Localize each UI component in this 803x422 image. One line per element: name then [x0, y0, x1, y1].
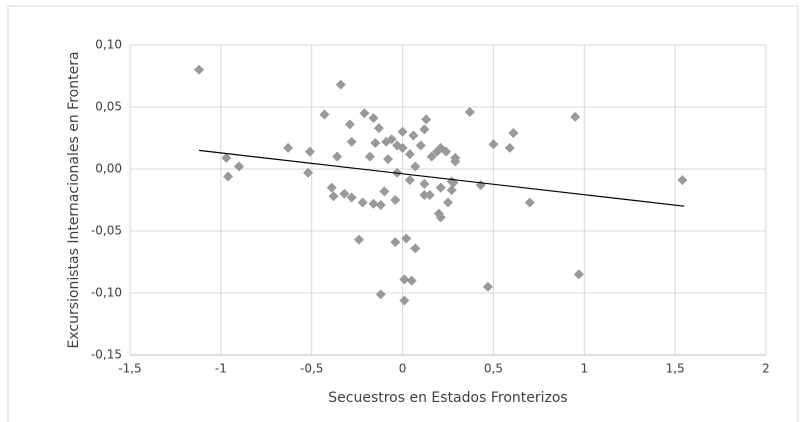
point [419, 124, 430, 135]
point [373, 123, 384, 134]
point [415, 140, 426, 151]
point [404, 175, 415, 186]
point [570, 111, 581, 122]
point [344, 119, 355, 130]
point [450, 156, 461, 167]
point [441, 146, 452, 157]
point [390, 195, 401, 205]
point [426, 151, 437, 162]
point [223, 171, 234, 182]
y-tick-label: -0,15 [91, 348, 122, 362]
y-tick-label: 0,05 [95, 100, 122, 114]
x-tick-label: -1,5 [118, 362, 141, 376]
point [304, 146, 315, 157]
point [335, 79, 346, 90]
point [234, 161, 245, 172]
x-tick-label: 0,5 [484, 362, 503, 376]
point [194, 64, 205, 75]
x-axis-title: Secuestros en Estados Fronterizos [328, 390, 567, 406]
point [482, 281, 493, 292]
point [346, 136, 357, 147]
x-tick-label: 0 [399, 362, 407, 376]
point [435, 182, 446, 193]
point [397, 142, 408, 153]
point [353, 234, 364, 245]
point [399, 295, 410, 306]
x-tick-label: 1,5 [666, 362, 685, 376]
y-tick-label: 0,10 [95, 38, 122, 52]
point [435, 212, 446, 223]
point [328, 191, 339, 202]
point [573, 269, 584, 280]
point [326, 182, 337, 193]
point [401, 233, 412, 244]
point [421, 114, 432, 125]
point [359, 108, 370, 119]
point [419, 190, 430, 201]
point [397, 126, 408, 137]
point [464, 106, 475, 117]
point [375, 199, 386, 210]
point [303, 167, 314, 178]
point [399, 274, 410, 285]
point [488, 139, 499, 150]
y-axis-title: Excursionistas Internacionales en Fronte… [66, 51, 82, 348]
chart-frame [7, 5, 799, 422]
point [424, 190, 435, 201]
point [386, 134, 397, 145]
point [404, 149, 415, 160]
point [410, 161, 421, 172]
point [504, 142, 515, 153]
point [524, 197, 535, 208]
trend-line [198, 149, 685, 207]
point [677, 175, 688, 186]
point [221, 152, 232, 163]
point [283, 142, 294, 153]
point [364, 151, 375, 162]
x-tick-label: 1 [580, 362, 588, 376]
point [332, 151, 343, 162]
point [408, 130, 419, 141]
point [368, 113, 379, 124]
point [357, 197, 368, 208]
x-tick-label: -0,5 [300, 362, 323, 376]
point [383, 154, 394, 165]
point [410, 243, 421, 254]
point [419, 178, 430, 189]
point [443, 197, 453, 208]
y-tick-label: -0,05 [91, 224, 122, 238]
point [319, 109, 330, 120]
x-tick-label: -1 [215, 362, 227, 376]
point [446, 185, 457, 196]
point [475, 180, 486, 191]
point [339, 188, 350, 199]
point [390, 237, 401, 248]
point [370, 137, 381, 148]
point [508, 128, 519, 139]
x-tick-label: 2 [762, 362, 770, 376]
point [379, 186, 390, 197]
point [375, 289, 386, 300]
point [406, 275, 417, 286]
y-tick-label: -0,10 [91, 286, 122, 300]
point [346, 192, 357, 203]
point [368, 198, 379, 209]
y-tick-label: 0,00 [95, 162, 122, 176]
